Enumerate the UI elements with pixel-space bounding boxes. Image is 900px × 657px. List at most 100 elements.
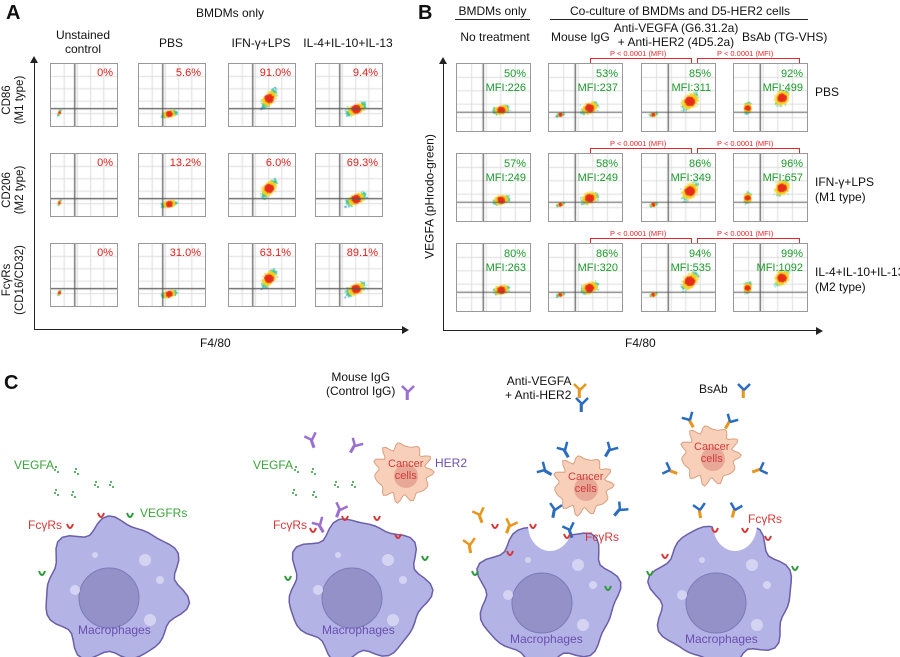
vegfa-molecule [109,481,114,488]
flow-plot: 63.1% [228,243,296,307]
scatter-density [457,64,530,131]
antibody-icon [724,413,739,430]
panel-b-header-right: Co-culture of BMDMs and D5-HER2 cells [569,4,791,18]
panel-b-x-axis-arrow [443,330,818,331]
significance-bracket [590,58,692,64]
mfi-value: MFI:349 [670,172,711,184]
p-value: P < 0.0001 (MFI) [717,229,774,238]
vesicle [746,559,758,571]
column-header: IFN-γ+LPS [231,36,291,50]
vegfa-label: VEGFA [253,458,294,472]
significance-bracket [590,148,692,154]
vegfa-molecule [294,466,299,473]
scatter-density [139,64,205,126]
receptor-icon [341,515,349,521]
macrophages-label: Macrophages [322,623,395,637]
scatter-density [229,64,295,126]
receptor-icon [373,515,381,521]
receptor-icon [506,550,514,556]
receptor-icon [284,575,292,581]
significance-bracket [697,58,800,64]
flow-plot: 9.4% [315,63,383,127]
antibody-icon [604,441,619,458]
flow-plot: 89.1% [315,243,383,307]
arrow-head-icon [402,326,409,334]
flow-plot: 91.0% [228,63,296,127]
antibody-icon [729,502,743,518]
receptor-icon [309,527,317,533]
antibody-icon [536,461,553,476]
fcgr-label: FcγRs [585,530,619,544]
cancer-cells-label: Cancer cells [568,471,604,495]
p-value: P < 0.0001 (MFI) [717,139,774,148]
receptor-icon [38,570,46,576]
antibody-icon [505,517,519,534]
fcgr-label: FcγRs [748,512,782,526]
nucleus [685,572,747,634]
vesicle [699,557,705,563]
phagocytic-cup [528,499,572,551]
flow-plot: 69.3% [315,153,383,217]
mfi-value: MFI:657 [762,172,803,184]
p-value: P < 0.0001 (MFI) [717,49,774,58]
flow-plot: 5.6% [138,63,206,127]
vesicle [503,590,513,600]
scatter-density [139,244,205,306]
vesicle [589,581,597,589]
vegfa-molecule [74,468,79,475]
antibody-icon [549,502,563,519]
panel-a-label: A [6,2,21,24]
receptor-icon [126,512,134,518]
mfi-value: MFI:249 [577,172,618,184]
percent-value: 89.1% [346,247,378,259]
flow-plot: 0% [50,153,118,217]
mfi-value: MFI:535 [670,262,711,274]
receptor-icon [394,533,402,539]
legend-mouse-igg: Mouse IgG (Control IgG) [326,370,396,398]
percent-mfi-value: 92% MFI:499 [763,67,803,95]
percent-value: 58% [595,158,618,170]
cancer-nucleus [574,477,598,501]
arrow-head-icon [30,56,38,63]
flow-plot: 0% [50,63,118,127]
column-header: IL-4+IL-10+IL-13 [303,36,393,50]
antibody-icon [661,461,678,475]
scatter-density [549,154,622,221]
flow-plot: 86% MFI:349 [641,153,716,222]
p-value: P < 0.0001 (MFI) [610,49,667,58]
fcgr-label: FcγRs [28,518,62,532]
antibody-icon [462,537,476,554]
scatter-density [642,244,715,311]
vesicle [335,552,341,558]
flow-plot: 31.0% [138,243,206,307]
vesicle [139,554,151,566]
percent-mfi-value: 85% MFI:311 [671,67,711,95]
flow-plot: 99% MFI:1092 [733,243,808,312]
receptor-icon [421,555,429,561]
percent-value: 86% [688,158,711,170]
flow-plot: 85% MFI:311 [641,63,716,132]
arrow-head-icon [439,57,447,64]
scatter-density [457,244,530,311]
percent-mfi-value: 53% MFI:237 [578,67,618,95]
vesicle [577,619,589,631]
panel-b-ylabel: VEGFA (pHrodo-green) [422,134,437,259]
vegfa-molecule [312,491,317,498]
vesicle [751,619,763,631]
percent-value: 9.4% [352,67,378,79]
vegfa-molecule [292,489,297,496]
macrophages-label: Macrophages [510,632,583,646]
percent-value: 92% [780,68,803,80]
antibody-icon [556,441,570,459]
percent-value: 86% [595,248,618,260]
panel-b-label: B [418,2,433,24]
panel-c-label: C [4,372,19,394]
antibody-icon [692,502,706,519]
scatter-density [229,154,295,216]
row-label: CD86 (M1 type) [1,75,26,125]
scatter-density [316,244,382,306]
phagocytic-cup [713,499,757,551]
significance-bracket [697,238,800,244]
percent-value: 80% [503,248,526,260]
